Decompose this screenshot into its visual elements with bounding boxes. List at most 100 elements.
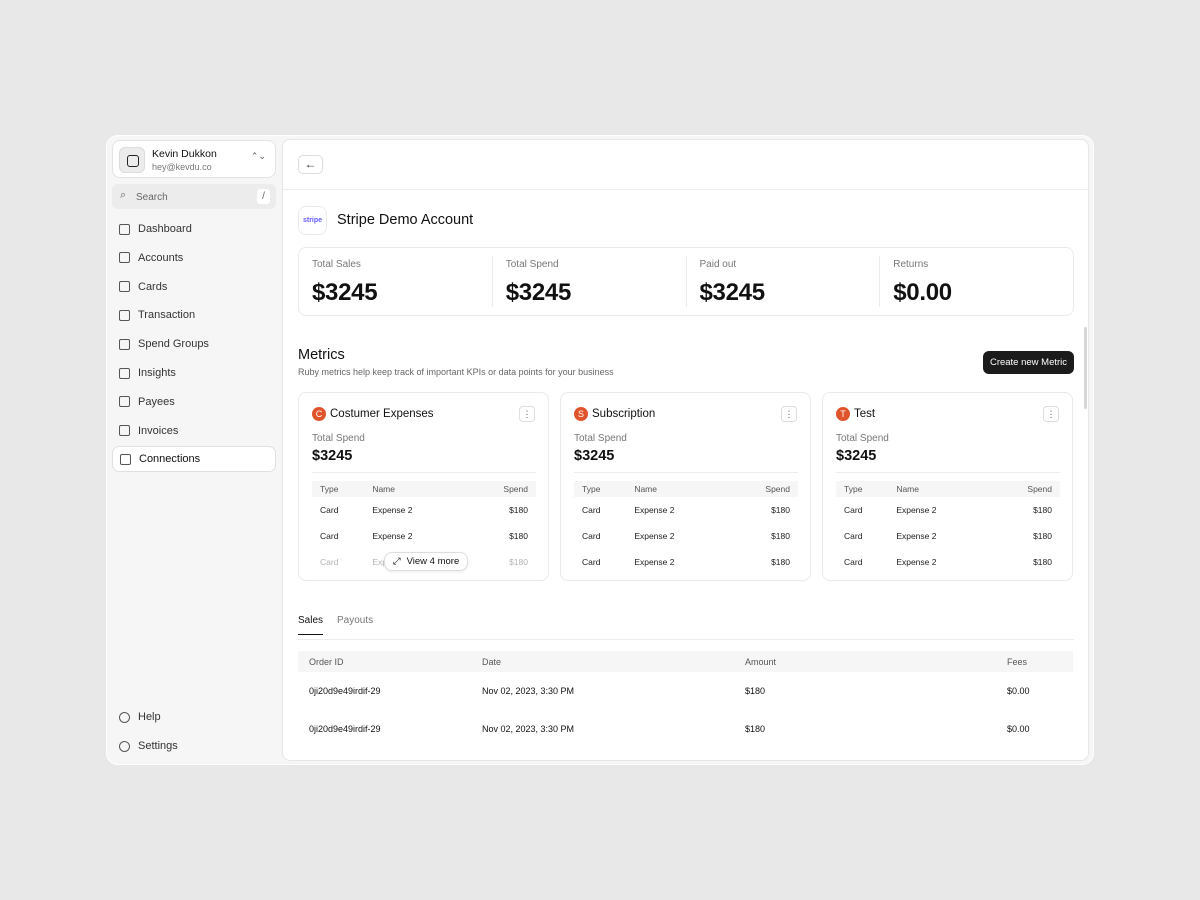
nav-item[interactable]: Insights xyxy=(112,360,276,386)
cell: $0.00 xyxy=(1007,686,1030,696)
card-name: Test xyxy=(854,408,876,420)
nav-icon xyxy=(119,425,130,437)
cell: $180 xyxy=(509,557,528,567)
header-row: Type Name Spend xyxy=(574,481,798,497)
column-header: Fees xyxy=(996,651,1073,672)
nav-item[interactable]: Payees xyxy=(112,389,276,415)
metrics-title: Metrics xyxy=(298,347,345,363)
row: Card Expense 2 $180 xyxy=(574,523,798,549)
shortcut: / xyxy=(257,189,270,204)
stat: Total Spend $3245 xyxy=(491,256,686,307)
user-switcher[interactable]: Kevin Dukkon hey@kevdu.co ⌃⌄ xyxy=(112,140,276,178)
nav-item[interactable]: Accounts xyxy=(112,245,276,271)
nav-item[interactable]: Settings xyxy=(112,733,276,759)
menu-button[interactable]: ⋮ xyxy=(781,406,797,422)
back-button[interactable]: ← xyxy=(298,155,323,174)
cell: $180 xyxy=(1033,557,1052,567)
stat: Total Sales $3245 xyxy=(299,248,492,315)
nav-item[interactable]: Spend Groups xyxy=(112,331,276,357)
tabs-divider xyxy=(298,639,1074,640)
menu-button[interactable]: ⋮ xyxy=(519,406,535,422)
create-metric-button[interactable]: Create new Metric xyxy=(983,351,1074,374)
metric-card: C Costumer Expenses ⋮ Total Spend $3245 Type N… xyxy=(298,392,549,581)
nav-label: Accounts xyxy=(138,251,184,264)
nav-icon xyxy=(120,453,131,465)
stat-value: $3245 xyxy=(312,279,378,306)
row: Card Expense 2 $180 xyxy=(574,549,798,575)
cell: Expense 2 xyxy=(634,505,675,515)
cell: 0ji20d9e49irdif-29 xyxy=(309,724,381,734)
cell: Card xyxy=(844,505,863,515)
card-initial: C xyxy=(312,407,326,421)
tab[interactable]: Payouts xyxy=(337,615,374,626)
header-row: Type Name Spend xyxy=(312,481,536,497)
cell: Expense 2 xyxy=(634,531,675,541)
metric-card: T Test ⋮ Total Spend $3245 Type Name Spend Card E… xyxy=(822,392,1073,581)
expand-icon: ⤢ xyxy=(393,556,401,567)
cell: $180 xyxy=(771,531,790,541)
account-name: Stripe Demo Account xyxy=(337,212,474,228)
menu-button[interactable]: ⋮ xyxy=(1043,406,1059,422)
tab[interactable]: Sales xyxy=(298,615,324,635)
nav-icon xyxy=(119,338,130,350)
card-stat-label: Total Spend xyxy=(836,433,889,444)
card-stat-label: Total Spend xyxy=(574,433,627,444)
card-name: Costumer Expenses xyxy=(330,408,434,420)
stat: Paid out $3245 xyxy=(685,256,880,307)
cell: Expense 2 xyxy=(372,531,413,541)
stat-value: $3245 xyxy=(699,279,766,306)
nav-label: Settings xyxy=(138,740,178,752)
search-placeholder: Search xyxy=(136,192,168,203)
card-divider xyxy=(574,472,798,473)
metric-card: S Subscription ⋮ Total Spend $3245 Type Name Sp… xyxy=(560,392,811,581)
card-initial: T xyxy=(836,407,850,421)
stat-value: $3245 xyxy=(505,279,572,306)
nav-icon xyxy=(119,309,130,321)
card-header: T Test xyxy=(836,407,875,421)
user-name: Kevin Dukkon xyxy=(152,148,217,160)
nav-label: Dashboard xyxy=(138,223,192,235)
nav-item[interactable]: Invoices xyxy=(112,418,276,444)
cell: Card xyxy=(320,505,339,515)
nav-item[interactable]: Dashboard xyxy=(112,216,276,242)
nav-item[interactable]: Help xyxy=(112,704,276,730)
view-more-label: View 4 more xyxy=(406,556,460,567)
cell: Card xyxy=(582,531,601,541)
cell: $180 xyxy=(771,505,790,515)
column-header: Spend xyxy=(736,481,798,497)
column-header: Name xyxy=(626,481,737,497)
cell: $180 xyxy=(509,531,528,541)
cell: $180 xyxy=(745,724,766,734)
nav-icon xyxy=(119,223,130,235)
column-header: Name xyxy=(888,481,999,497)
row: Card Expense 2 $180 xyxy=(312,523,536,549)
nav-item[interactable]: Transaction xyxy=(112,302,276,328)
nav-icon xyxy=(119,367,130,379)
nav-item[interactable]: Connections xyxy=(112,446,276,473)
nav-icon xyxy=(119,396,130,408)
nav-icon xyxy=(119,281,130,293)
row: Card Expense 2 $180 xyxy=(836,523,1060,549)
card-header: S Subscription xyxy=(574,407,655,421)
cell: Nov 02, 2023, 3:30 PM xyxy=(482,686,575,696)
card-stat-value: $3245 xyxy=(836,448,877,464)
column-header: Type xyxy=(574,481,627,497)
cell: Nov 02, 2023, 3:30 PM xyxy=(482,724,575,734)
column-header: Type xyxy=(312,481,365,497)
row: 0ji20d9e49irdif-29 Nov 02, 2023, 3:30 PM $… xyxy=(298,710,1073,748)
nav-item[interactable]: Cards xyxy=(112,274,276,300)
cell: Card xyxy=(844,557,863,567)
sales-table: Order ID Date Amount Fees 0ji20d9e49irdif-29… xyxy=(298,651,1073,748)
view-more-button[interactable]: ⤢ View 4 more xyxy=(384,552,469,571)
stat: Returns $0.00 xyxy=(879,256,1073,307)
card-divider xyxy=(836,472,1060,473)
header-row: Type Name Spend xyxy=(836,481,1060,497)
nav-label: Help xyxy=(138,711,161,723)
stat-label: Total Spend xyxy=(505,259,559,270)
nav-label: Transaction xyxy=(138,309,196,322)
stat-label: Total Sales xyxy=(312,259,361,270)
account-logo: stripe xyxy=(298,206,327,235)
scrollbar xyxy=(1084,327,1087,409)
search[interactable]: ⌕ Search / xyxy=(112,184,276,209)
